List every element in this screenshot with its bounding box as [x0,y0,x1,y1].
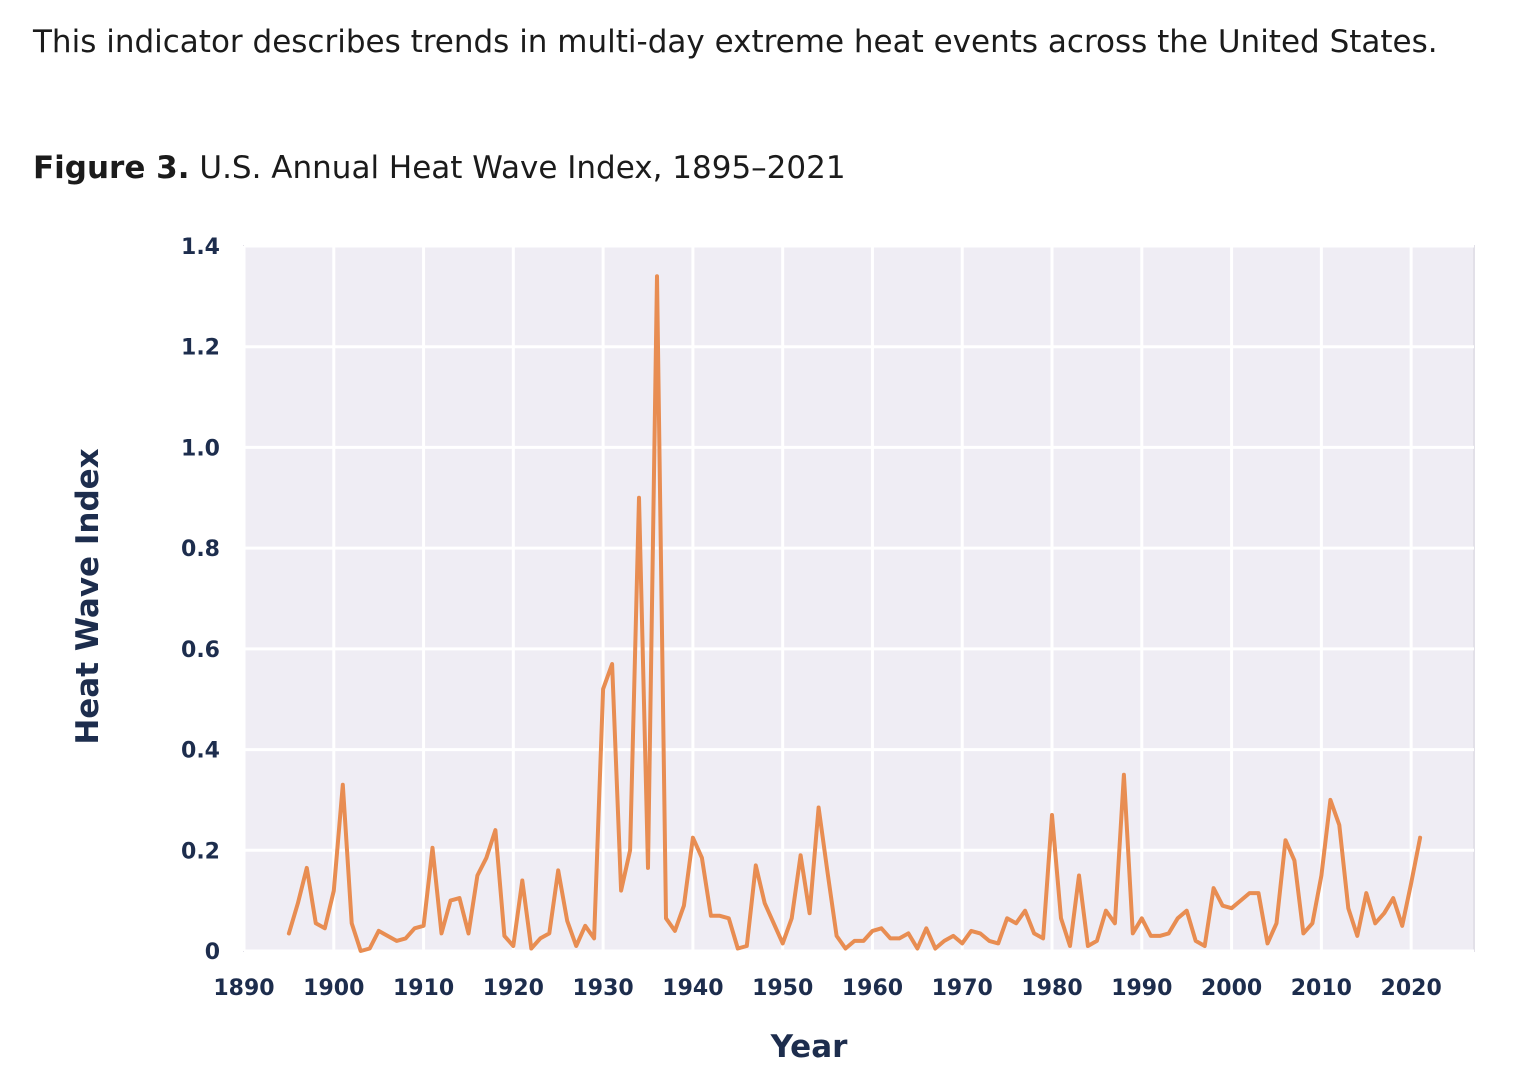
figure-label: Figure 3. [33,150,190,186]
x-tick-label: 1980 [1021,976,1082,1001]
x-axis-ticks: 1890 1900 1910 1920 1930 1940 1950 1960 1970 1980… [213,976,1441,1001]
x-tick-label: 1930 [573,976,634,1001]
y-tick-label: 1.0 [181,436,220,461]
x-tick-label: 1970 [932,976,993,1001]
y-tick-label: 0.8 [181,537,220,562]
x-axis-title: Year [770,1029,849,1065]
x-tick-label: 1950 [752,976,813,1001]
y-tick-label: 0 [205,940,220,965]
gridlines [242,244,1474,953]
series-line [286,274,1423,953]
y-tick-label: 0.2 [181,839,220,864]
y-tick-label: 1.2 [181,336,220,361]
x-tick-label: 1960 [842,976,903,1001]
y-axis-title: Heat Wave Index [70,448,106,744]
x-tick-label: 1890 [213,976,274,1001]
x-tick-label: 1990 [1111,976,1172,1001]
x-tick-label: 1920 [483,976,544,1001]
figure-caption: U.S. Annual Heat Wave Index, 1895–2021 [199,150,846,186]
y-tick-label: 0.6 [181,638,220,663]
intro-text: This indicator describes trends in multi… [33,24,1438,60]
x-tick-label: 2020 [1381,976,1442,1001]
x-tick-label: 1940 [662,976,723,1001]
y-tick-label: 1.4 [181,235,220,260]
y-axis-ticks: 0 0.2 0.4 0.6 0.8 1.0 1.2 1.4 [181,235,220,965]
x-tick-label: 2010 [1291,976,1352,1001]
x-tick-label: 1910 [393,976,454,1001]
plot-area [243,245,1475,952]
figure-title: Figure 3. U.S. Annual Heat Wave Index, 1… [33,146,846,190]
y-tick-label: 0.4 [181,739,220,764]
x-tick-label: 2000 [1201,976,1262,1001]
x-tick-label: 1900 [303,976,364,1001]
